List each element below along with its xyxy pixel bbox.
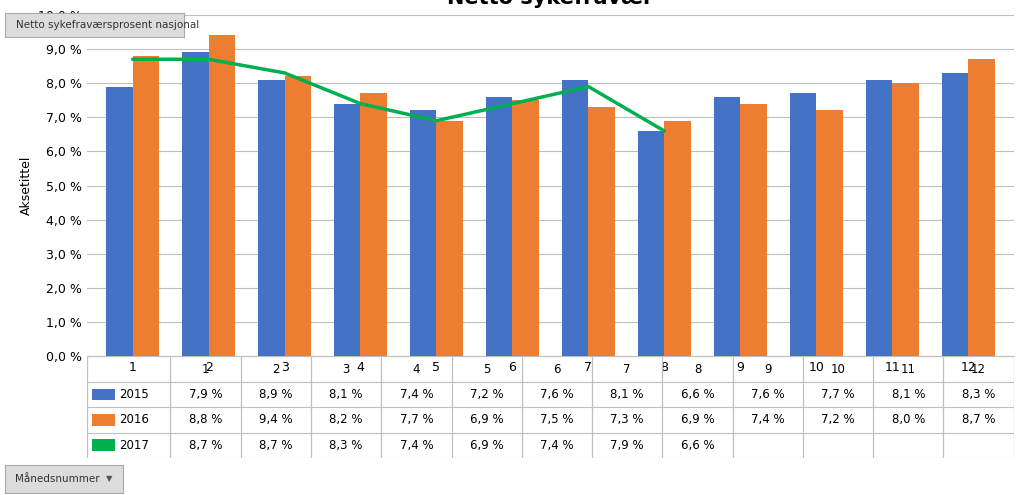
Text: 7: 7 <box>624 362 631 376</box>
Text: 8,1 %: 8,1 % <box>892 388 925 401</box>
Text: 12: 12 <box>971 362 986 376</box>
Text: 7,7 %: 7,7 % <box>399 413 433 426</box>
Bar <box>665 121 691 356</box>
Text: 9,4 %: 9,4 % <box>259 413 293 426</box>
Bar <box>436 121 463 356</box>
Text: 8,1 %: 8,1 % <box>330 388 362 401</box>
Text: 6: 6 <box>553 362 561 376</box>
Text: 8,8 %: 8,8 % <box>188 413 222 426</box>
Bar <box>92 389 115 400</box>
Bar <box>562 80 589 356</box>
Text: 7,2 %: 7,2 % <box>470 388 504 401</box>
Text: 5: 5 <box>483 362 490 376</box>
Title: Netto sykefravær: Netto sykefravær <box>447 0 653 8</box>
Bar <box>92 414 115 426</box>
Text: 8,7 %: 8,7 % <box>188 439 222 452</box>
Text: 7,2 %: 7,2 % <box>821 413 855 426</box>
Text: 8,1 %: 8,1 % <box>610 388 644 401</box>
Text: 6,9 %: 6,9 % <box>470 439 504 452</box>
Bar <box>133 56 159 356</box>
Bar <box>209 35 236 356</box>
Text: 7,9 %: 7,9 % <box>188 388 222 401</box>
Text: 8,7 %: 8,7 % <box>259 439 293 452</box>
Bar <box>638 131 665 356</box>
Text: Netto sykefraværsprosent nasjonal: Netto sykefraværsprosent nasjonal <box>16 20 199 30</box>
Bar <box>485 97 512 356</box>
Text: 2016: 2016 <box>120 413 150 426</box>
Text: 6,6 %: 6,6 % <box>681 388 715 401</box>
Text: 9: 9 <box>764 362 771 376</box>
Bar <box>790 94 816 356</box>
Bar <box>334 103 360 356</box>
Text: 8,3 %: 8,3 % <box>330 439 362 452</box>
Text: 8,3 %: 8,3 % <box>962 388 995 401</box>
Text: 4: 4 <box>413 362 420 376</box>
Bar <box>865 80 892 356</box>
Text: 7,6 %: 7,6 % <box>540 388 573 401</box>
Bar <box>740 103 767 356</box>
Bar <box>968 59 994 356</box>
Bar <box>285 76 311 356</box>
Text: 7,6 %: 7,6 % <box>751 388 784 401</box>
Text: 8: 8 <box>694 362 701 376</box>
Text: 7,4 %: 7,4 % <box>399 439 433 452</box>
Text: 11: 11 <box>901 362 915 376</box>
Bar <box>942 73 968 356</box>
Bar <box>106 87 133 356</box>
Text: 7,9 %: 7,9 % <box>610 439 644 452</box>
Text: 2015: 2015 <box>120 388 150 401</box>
Bar <box>589 107 615 356</box>
Text: 7,7 %: 7,7 % <box>821 388 855 401</box>
Bar <box>92 440 115 451</box>
Text: 8,9 %: 8,9 % <box>259 388 293 401</box>
Text: 2017: 2017 <box>120 439 150 452</box>
Text: 7,5 %: 7,5 % <box>541 413 573 426</box>
Bar <box>892 83 919 356</box>
Text: 7,3 %: 7,3 % <box>610 413 644 426</box>
Bar <box>360 94 387 356</box>
Bar <box>512 100 539 356</box>
Text: 6,9 %: 6,9 % <box>470 413 504 426</box>
Text: 7,4 %: 7,4 % <box>751 413 784 426</box>
Text: 6,6 %: 6,6 % <box>681 439 715 452</box>
Text: 8,2 %: 8,2 % <box>330 413 362 426</box>
Text: ▼: ▼ <box>105 474 112 484</box>
Bar <box>182 52 209 356</box>
Bar <box>714 97 740 356</box>
Bar <box>410 110 436 356</box>
Text: Månedsnummer: Månedsnummer <box>14 474 99 484</box>
Bar <box>258 80 285 356</box>
Text: 7,4 %: 7,4 % <box>399 388 433 401</box>
Text: 10: 10 <box>830 362 846 376</box>
Text: 2: 2 <box>272 362 280 376</box>
Text: 1: 1 <box>202 362 209 376</box>
Text: 7,4 %: 7,4 % <box>540 439 573 452</box>
Text: 8,0 %: 8,0 % <box>892 413 925 426</box>
Y-axis label: Aksetittel: Aksetittel <box>19 156 33 215</box>
Bar <box>816 110 843 356</box>
Text: 8,7 %: 8,7 % <box>962 413 995 426</box>
Text: 3: 3 <box>342 362 350 376</box>
Text: 6,9 %: 6,9 % <box>681 413 715 426</box>
